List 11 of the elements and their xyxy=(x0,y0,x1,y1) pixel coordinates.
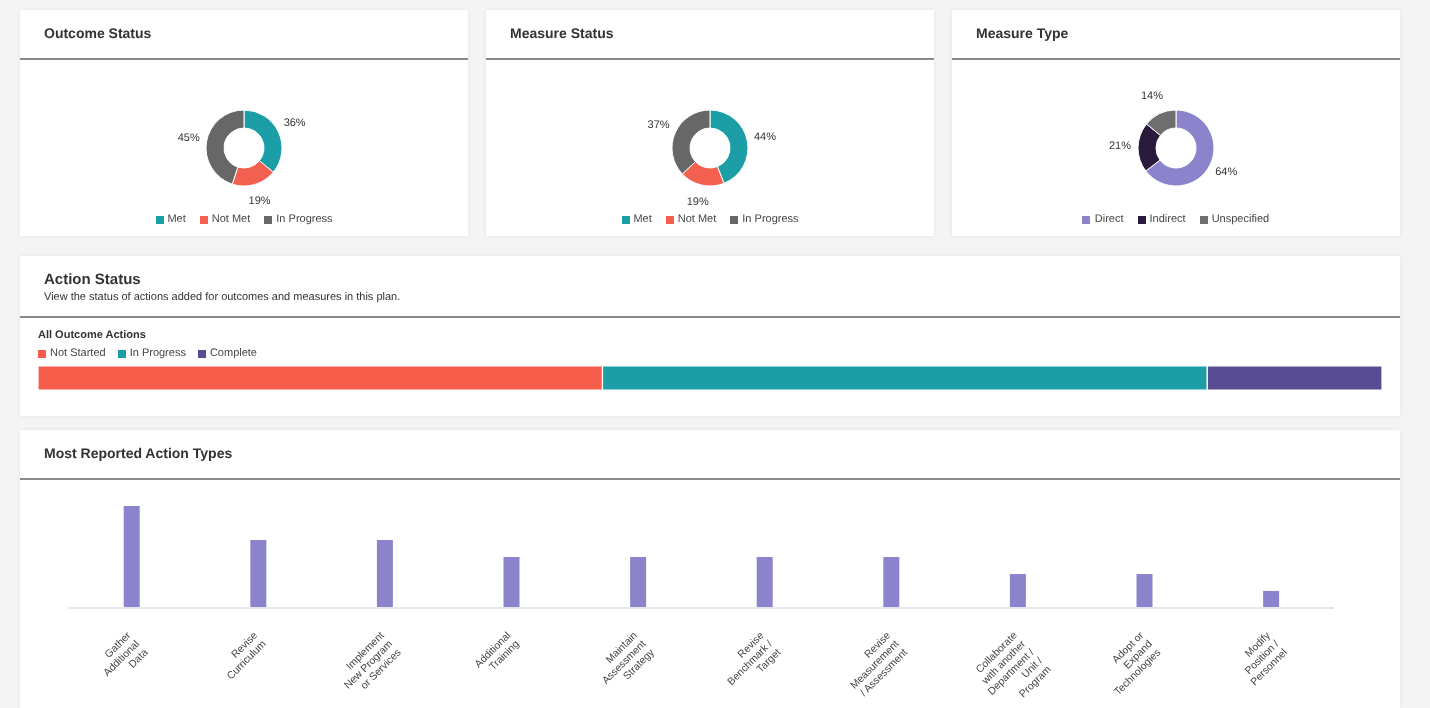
bar xyxy=(1009,574,1026,608)
bar xyxy=(1136,574,1153,608)
donut-slice xyxy=(1145,109,1215,187)
bar xyxy=(123,506,140,608)
bar xyxy=(630,557,647,608)
bar xyxy=(376,539,393,608)
bar xyxy=(503,557,520,608)
bar xyxy=(1263,590,1280,608)
bar xyxy=(250,539,267,608)
bar xyxy=(883,557,900,608)
bar xyxy=(756,557,773,608)
